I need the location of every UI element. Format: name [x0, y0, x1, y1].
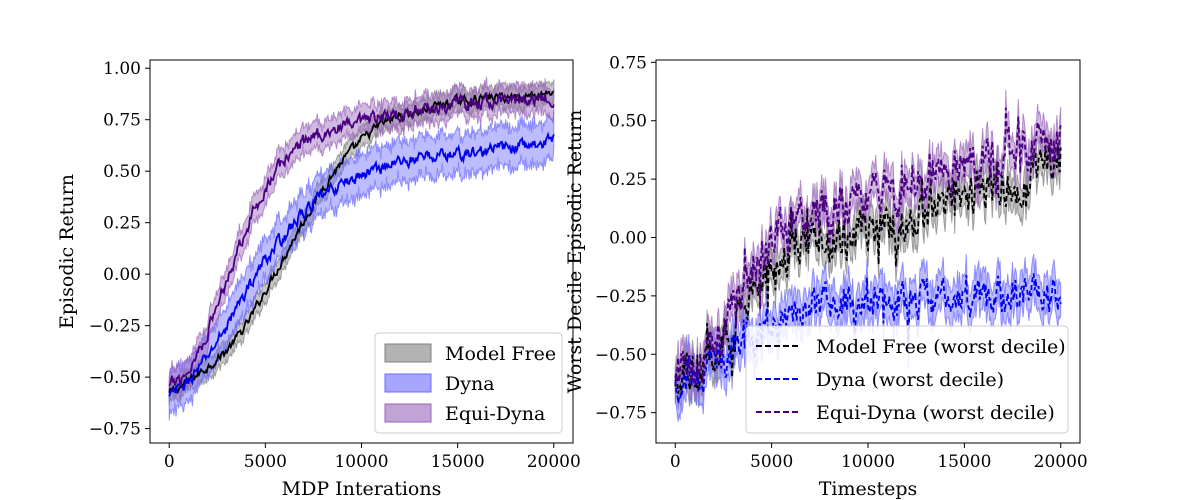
plot-area — [168, 76, 555, 421]
y-tick-label: 0.50 — [609, 112, 647, 132]
x-tick-label: 0 — [164, 452, 175, 472]
y-tick: −0.75 — [595, 404, 656, 424]
x-tick-label: 5000 — [750, 452, 793, 472]
y-tick: 1.00 — [103, 59, 150, 79]
y-tick: −0.25 — [89, 317, 150, 337]
x-tick: 5000 — [750, 443, 793, 472]
legend-swatch-2 — [384, 373, 432, 393]
y-tick-label: 0.25 — [103, 214, 141, 234]
series-line-2 — [674, 273, 1062, 404]
x-tick: 20000 — [527, 443, 581, 472]
y-tick-label: −0.50 — [595, 345, 647, 365]
legend-label-1: Model Free (worst decile) — [816, 336, 1066, 358]
x-tick-label: 5000 — [244, 452, 287, 472]
series-band-2 — [168, 110, 555, 421]
y-tick: 0.25 — [103, 214, 150, 234]
y-tick-label: −0.25 — [89, 317, 141, 337]
y-tick-label: 0.50 — [103, 162, 141, 182]
legend-swatch-1 — [384, 343, 432, 363]
series-line-2 — [168, 131, 555, 397]
legend-label-1: Model Free — [445, 343, 556, 365]
legend: Model Free Dyna Equi-Dyna — [374, 332, 563, 434]
series-line-3 — [168, 92, 555, 387]
legend-swatch-3 — [384, 403, 432, 423]
y-tick: 0.50 — [103, 162, 150, 182]
chart-panel-2: 0 5000 10000 15000 20000 −0.75 −0.50 −0.25 0.00 0… — [564, 53, 1088, 500]
x-tick: 5000 — [244, 443, 287, 472]
x-tick: 10000 — [334, 443, 389, 472]
series-line-3 — [674, 107, 1062, 386]
x-tick: 20000 — [1034, 443, 1088, 472]
y-tick-label: 0.75 — [609, 53, 647, 73]
y-tick: −0.75 — [89, 420, 150, 440]
legend: Model Free (worst decile) Dyna (worst dec… — [745, 325, 1069, 434]
series-band-3 — [168, 76, 555, 402]
y-tick-label: −0.75 — [89, 420, 141, 440]
y-tick: −0.25 — [595, 287, 656, 307]
legend-label-3: Equi-Dyna — [445, 403, 545, 425]
x-tick-label: 20000 — [527, 452, 581, 472]
y-tick-label: 0.00 — [103, 265, 141, 285]
legend-label-2: Dyna (worst decile) — [816, 369, 1004, 391]
y-tick-label: 0.00 — [609, 228, 647, 248]
x-tick-label: 15000 — [431, 452, 485, 472]
x-axis-label: Timesteps — [819, 478, 918, 500]
legend-box — [745, 325, 1069, 434]
x-tick-label: 10000 — [334, 452, 388, 472]
y-axis-label: Episodic Return — [56, 174, 78, 329]
y-tick: 0.00 — [103, 265, 150, 285]
chart-panel-1: 0 5000 10000 15000 20000 −0.75 −0.50 −0.25 0.00 0… — [56, 59, 581, 500]
y-tick-label: 1.00 — [103, 59, 141, 79]
x-tick-label: 10000 — [841, 452, 895, 472]
y-tick-label: −0.50 — [89, 368, 141, 388]
x-tick-label: 15000 — [937, 452, 991, 472]
y-tick: −0.50 — [595, 345, 656, 365]
x-tick-label: 20000 — [1034, 452, 1088, 472]
y-tick: 0.00 — [609, 228, 656, 248]
y-tick-label: 0.25 — [609, 170, 647, 190]
y-tick-label: −0.75 — [595, 404, 647, 424]
x-tick: 0 — [164, 443, 175, 472]
plot-area — [674, 89, 1062, 422]
x-tick: 0 — [670, 443, 681, 472]
y-tick: 0.75 — [103, 111, 150, 131]
y-tick: 0.25 — [609, 170, 656, 190]
y-tick-label: 0.75 — [103, 111, 141, 131]
y-tick: 0.75 — [609, 53, 656, 73]
x-axis-label: MDP Interations — [282, 478, 442, 500]
x-tick: 10000 — [841, 443, 895, 472]
x-tick: 15000 — [431, 443, 485, 472]
y-tick: 0.50 — [609, 112, 656, 132]
y-tick-label: −0.25 — [595, 287, 647, 307]
y-tick: −0.50 — [89, 368, 150, 388]
y-axis-label: Worst Decile Episodic Return — [564, 110, 586, 394]
x-tick: 15000 — [937, 443, 991, 472]
x-tick-label: 0 — [670, 452, 681, 472]
legend-label-3: Equi-Dyna (worst decile) — [816, 402, 1055, 424]
legend-label-2: Dyna — [445, 373, 495, 395]
series-line-1 — [168, 89, 555, 395]
